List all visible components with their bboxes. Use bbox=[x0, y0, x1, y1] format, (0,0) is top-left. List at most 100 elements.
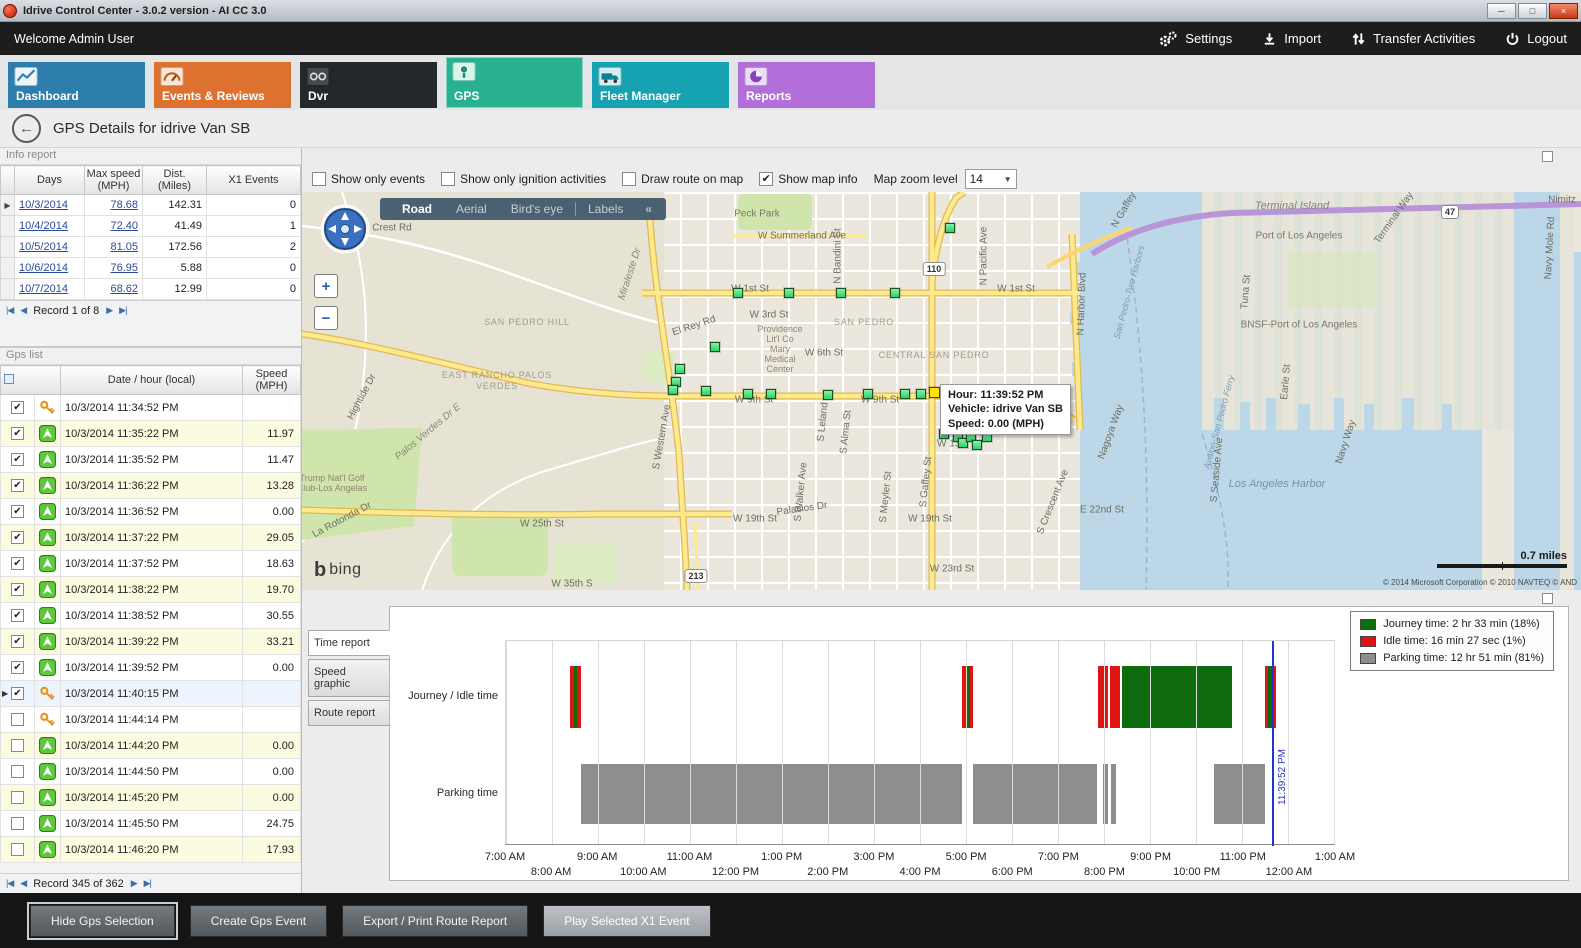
checkbox-cell[interactable]: ✔ bbox=[0, 394, 35, 421]
route-marker[interactable] bbox=[836, 288, 846, 298]
tab-reports[interactable]: Reports bbox=[738, 62, 875, 108]
checkbox-cell[interactable]: ▶ ✔ bbox=[0, 680, 35, 707]
gps-list-row[interactable]: 10/3/2014 11:45:20 PM 0.00 bbox=[0, 784, 301, 811]
route-marker[interactable] bbox=[743, 389, 753, 399]
checkbox-cell[interactable] bbox=[0, 836, 35, 863]
datetime-cell[interactable]: 10/3/2014 11:35:52 PM bbox=[60, 446, 243, 473]
route-marker[interactable] bbox=[710, 342, 720, 352]
map-compass-control[interactable] bbox=[320, 204, 370, 254]
datetime-cell[interactable]: 10/3/2014 11:34:52 PM bbox=[60, 394, 243, 421]
row-checkbox[interactable]: ✔ bbox=[11, 635, 24, 648]
info-report-row[interactable]: 10/6/2014 76.95 5.88 0 bbox=[0, 257, 301, 279]
checkbox-icon[interactable] bbox=[312, 172, 326, 186]
row-checkbox[interactable]: ✔ bbox=[11, 453, 24, 466]
max-speed-cell[interactable]: 81.05 bbox=[84, 236, 143, 258]
map-view-road[interactable]: Road bbox=[402, 202, 432, 216]
datetime-cell[interactable]: 10/3/2014 11:44:14 PM bbox=[60, 706, 243, 733]
checkbox-cell[interactable]: ✔ bbox=[0, 420, 35, 447]
row-checkbox[interactable]: ✔ bbox=[11, 687, 24, 700]
select-all-column-header[interactable] bbox=[0, 365, 61, 395]
info-report-row[interactable]: 10/7/2014 68.62 12.99 0 bbox=[0, 278, 301, 300]
settings-menu-item[interactable]: Settings bbox=[1158, 31, 1232, 47]
info-report-row[interactable]: 10/4/2014 72.40 41.49 1 bbox=[0, 215, 301, 237]
export-print-route-report-button[interactable]: Export / Print Route Report bbox=[342, 904, 529, 937]
report-tab-time-report[interactable]: Time report bbox=[308, 630, 390, 656]
route-marker[interactable] bbox=[972, 440, 982, 450]
tab-dashboard[interactable]: Dashboard bbox=[8, 62, 145, 108]
gps-list-row[interactable]: ✔ 10/3/2014 11:39:22 PM 33.21 bbox=[0, 628, 301, 655]
map-option-show-only-events[interactable]: Show only events bbox=[312, 172, 425, 186]
row-checkbox[interactable]: ✔ bbox=[11, 557, 24, 570]
checkbox-cell[interactable] bbox=[0, 706, 35, 733]
route-marker-selected[interactable] bbox=[929, 387, 940, 398]
transfer-activities-menu-item[interactable]: Transfer Activities bbox=[1351, 31, 1475, 47]
route-marker[interactable] bbox=[945, 223, 955, 233]
route-marker[interactable] bbox=[675, 364, 685, 374]
day-cell[interactable]: 10/5/2014 bbox=[14, 236, 85, 258]
gps-list-row[interactable]: ✔ 10/3/2014 11:35:52 PM 11.47 bbox=[0, 446, 301, 473]
route-marker[interactable] bbox=[900, 389, 910, 399]
checkbox-cell[interactable]: ✔ bbox=[0, 654, 35, 681]
collapse-toolbar-icon[interactable]: « bbox=[645, 202, 653, 216]
close-button[interactable]: × bbox=[1549, 2, 1578, 19]
hide-gps-selection-button[interactable]: Hide Gps Selection bbox=[27, 901, 178, 940]
gps-list-row[interactable]: ✔ 10/3/2014 11:37:22 PM 29.05 bbox=[0, 524, 301, 551]
gps-list-row[interactable]: 10/3/2014 11:44:20 PM 0.00 bbox=[0, 732, 301, 759]
zoom-out-button[interactable]: − bbox=[314, 306, 338, 330]
checkbox-cell[interactable] bbox=[0, 784, 35, 811]
datetime-cell[interactable]: 10/3/2014 11:38:22 PM bbox=[60, 576, 243, 603]
map-view-labels[interactable]: Labels bbox=[575, 202, 635, 216]
gps-list-row[interactable]: ✔ 10/3/2014 11:39:52 PM 0.00 bbox=[0, 654, 301, 681]
checkbox-icon[interactable] bbox=[622, 172, 637, 186]
day-cell[interactable]: 10/4/2014 bbox=[14, 215, 85, 237]
gps-list-row[interactable]: ✔ 10/3/2014 11:36:52 PM 0.00 bbox=[0, 498, 301, 525]
datetime-cell[interactable]: 10/3/2014 11:44:20 PM bbox=[60, 732, 243, 759]
checkbox-icon[interactable] bbox=[441, 172, 456, 186]
dist-column-header[interactable]: Dist. (Miles) bbox=[142, 165, 207, 195]
row-checkbox[interactable] bbox=[11, 843, 24, 856]
row-checkbox[interactable] bbox=[11, 765, 24, 778]
max-speed-cell[interactable]: 78.68 bbox=[84, 194, 143, 216]
day-cell[interactable]: 10/7/2014 bbox=[14, 278, 85, 300]
gps-list-row[interactable]: 10/3/2014 11:45:50 PM 24.75 bbox=[0, 810, 301, 837]
checkbox-cell[interactable] bbox=[0, 732, 35, 759]
checkbox-cell[interactable]: ✔ bbox=[0, 576, 35, 603]
pager-first-icon[interactable]: |◀ bbox=[6, 878, 14, 888]
map-option-draw-route-on-map[interactable]: Draw route on map bbox=[622, 172, 743, 186]
row-checkbox[interactable]: ✔ bbox=[11, 609, 24, 622]
info-report-row[interactable]: 10/5/2014 81.05 172.56 2 bbox=[0, 236, 301, 258]
row-checkbox[interactable]: ✔ bbox=[11, 479, 24, 492]
row-checkbox[interactable]: ✔ bbox=[11, 531, 24, 544]
datetime-column-header[interactable]: Date / hour (local) bbox=[60, 365, 243, 395]
back-button[interactable]: ← bbox=[12, 114, 41, 143]
max-speed-column-header[interactable]: Max speed (MPH) bbox=[84, 165, 143, 195]
gps-list-row[interactable]: 10/3/2014 11:44:14 PM bbox=[0, 706, 301, 733]
route-marker[interactable] bbox=[863, 389, 873, 399]
map-panel-expand-icon[interactable] bbox=[1542, 151, 1553, 162]
route-marker[interactable] bbox=[784, 288, 794, 298]
chart-panel-expand-icon[interactable] bbox=[1542, 593, 1553, 604]
row-checkbox[interactable] bbox=[11, 739, 24, 752]
route-marker[interactable] bbox=[916, 389, 926, 399]
row-checkbox[interactable]: ✔ bbox=[11, 401, 24, 414]
speed-column-header[interactable]: Speed (MPH) bbox=[242, 365, 301, 395]
tab-gps[interactable]: GPS bbox=[446, 57, 583, 108]
logout-menu-item[interactable]: Logout bbox=[1505, 31, 1567, 47]
checkbox-cell[interactable]: ✔ bbox=[0, 628, 35, 655]
checkbox-cell[interactable] bbox=[0, 758, 35, 785]
datetime-cell[interactable]: 10/3/2014 11:40:15 PM bbox=[60, 680, 243, 707]
map-view-aerial[interactable]: Aerial bbox=[456, 202, 487, 216]
pager-prev-icon[interactable]: ◀ bbox=[20, 878, 27, 888]
checkbox-cell[interactable]: ✔ bbox=[0, 524, 35, 551]
datetime-cell[interactable]: 10/3/2014 11:44:50 PM bbox=[60, 758, 243, 785]
route-marker[interactable] bbox=[823, 390, 833, 400]
datetime-cell[interactable]: 10/3/2014 11:36:22 PM bbox=[60, 472, 243, 499]
gps-list-row[interactable]: ▶ ✔ 10/3/2014 11:40:15 PM bbox=[0, 680, 301, 707]
datetime-cell[interactable]: 10/3/2014 11:35:22 PM bbox=[60, 420, 243, 447]
create-gps-event-button[interactable]: Create Gps Event bbox=[189, 904, 328, 937]
datetime-cell[interactable]: 10/3/2014 11:39:52 PM bbox=[60, 654, 243, 681]
report-tab-route-report[interactable]: Route report bbox=[308, 700, 390, 726]
route-marker[interactable] bbox=[733, 288, 743, 298]
datetime-cell[interactable]: 10/3/2014 11:36:52 PM bbox=[60, 498, 243, 525]
checkbox-cell[interactable]: ✔ bbox=[0, 472, 35, 499]
